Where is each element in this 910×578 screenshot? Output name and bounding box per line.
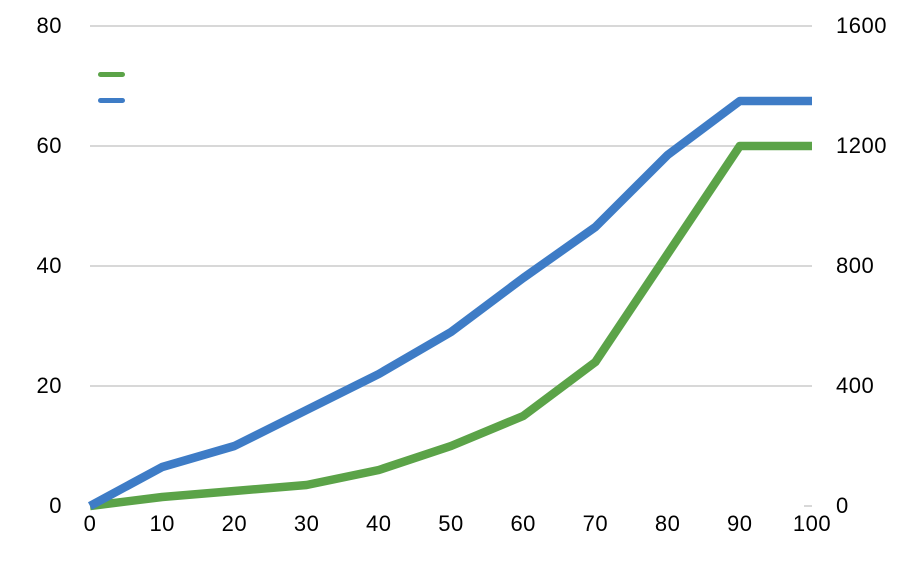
- x-axis-tick-label: 20: [221, 511, 248, 536]
- left-axis-tick-label: 0: [49, 493, 62, 518]
- legend-line-swatch-icon: [98, 71, 125, 77]
- right-axis-tick-label: 1200: [836, 133, 887, 158]
- left-axis-tick-label: 20: [36, 373, 62, 398]
- x-axis-tick-label: 40: [366, 511, 392, 536]
- x-axis-tick-label: 70: [582, 511, 609, 536]
- legend-line-swatch-icon: [98, 97, 125, 103]
- blue-series-line: [87, 96, 812, 510]
- legend-item: [98, 61, 125, 87]
- x-axis-tick-label: 30: [293, 511, 320, 536]
- right-axis-tick-label: 0: [836, 493, 849, 518]
- chart-legend: [98, 61, 125, 113]
- x-axis-tick-label: 60: [510, 511, 536, 536]
- right-axis-tick-label: 400: [836, 373, 875, 398]
- green-series-line: [89, 141, 812, 511]
- x-axis-tick-label: 100: [792, 511, 832, 536]
- x-axis-tick-label: 50: [438, 511, 464, 536]
- x-axis-tick-label: 10: [149, 511, 175, 536]
- right-axis-tick-label: 800: [836, 253, 875, 278]
- x-axis-tick-label: 0: [83, 511, 97, 536]
- left-axis-tick-label: 40: [36, 253, 62, 278]
- left-axis-tick-label: 60: [36, 133, 62, 158]
- legend-item: [98, 87, 125, 113]
- right-axis-tick-label: 1600: [836, 13, 887, 38]
- left-axis-tick-label: 80: [36, 13, 62, 38]
- x-axis-tick-label: 80: [654, 511, 681, 536]
- x-axis-tick-label: 90: [727, 511, 753, 536]
